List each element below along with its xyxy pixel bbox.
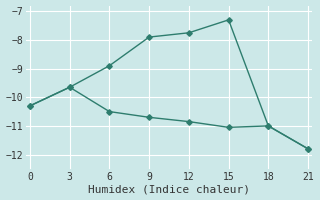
X-axis label: Humidex (Indice chaleur): Humidex (Indice chaleur): [88, 184, 250, 194]
